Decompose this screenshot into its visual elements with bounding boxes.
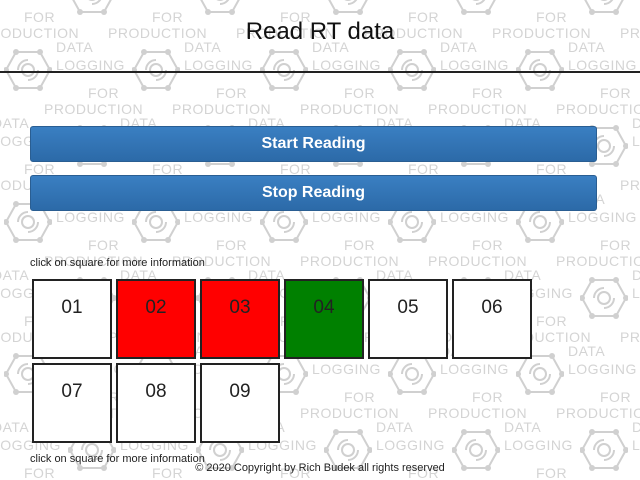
station-square-02[interactable]: 02 bbox=[116, 279, 196, 359]
data-logging-network-icon bbox=[328, 0, 368, 15]
station-square-09[interactable]: 09 bbox=[200, 363, 280, 443]
data-logging-network-icon bbox=[4, 49, 52, 91]
data-logging-network-icon bbox=[580, 429, 628, 471]
data-logging-network-icon bbox=[456, 0, 496, 15]
header-divider bbox=[0, 71, 640, 73]
page-title: Read RT data bbox=[245, 18, 395, 45]
data-logging-network-icon bbox=[72, 0, 112, 15]
station-square-05[interactable]: 05 bbox=[368, 279, 448, 359]
square-hint-text-bottom: click on square for more information bbox=[30, 453, 205, 465]
stop-reading-button[interactable]: Stop Reading bbox=[30, 175, 597, 211]
data-logging-network-icon bbox=[580, 277, 628, 319]
start-reading-button[interactable]: Start Reading bbox=[30, 126, 597, 162]
data-logging-network-icon bbox=[260, 49, 308, 91]
data-logging-network-icon bbox=[388, 49, 436, 91]
station-square-03[interactable]: 03 bbox=[200, 279, 280, 359]
station-square-04[interactable]: 04 bbox=[284, 279, 364, 359]
station-square-01[interactable]: 01 bbox=[32, 279, 112, 359]
data-logging-network-icon bbox=[452, 429, 500, 471]
copyright-footer: © 2020 Copyright by Rich Budek all right… bbox=[195, 462, 445, 474]
data-logging-network-icon bbox=[584, 0, 624, 15]
station-square-06[interactable]: 06 bbox=[452, 279, 532, 359]
data-logging-network-icon bbox=[324, 429, 372, 471]
data-logging-network-icon bbox=[200, 0, 240, 15]
square-hint-text: click on square for more information bbox=[30, 257, 205, 269]
station-grid: 01 02 03 04 05 06 07 08 09 bbox=[32, 279, 532, 443]
page-header: Read RT data bbox=[0, 0, 640, 73]
station-square-07[interactable]: 07 bbox=[32, 363, 112, 443]
station-square-08[interactable]: 08 bbox=[116, 363, 196, 443]
